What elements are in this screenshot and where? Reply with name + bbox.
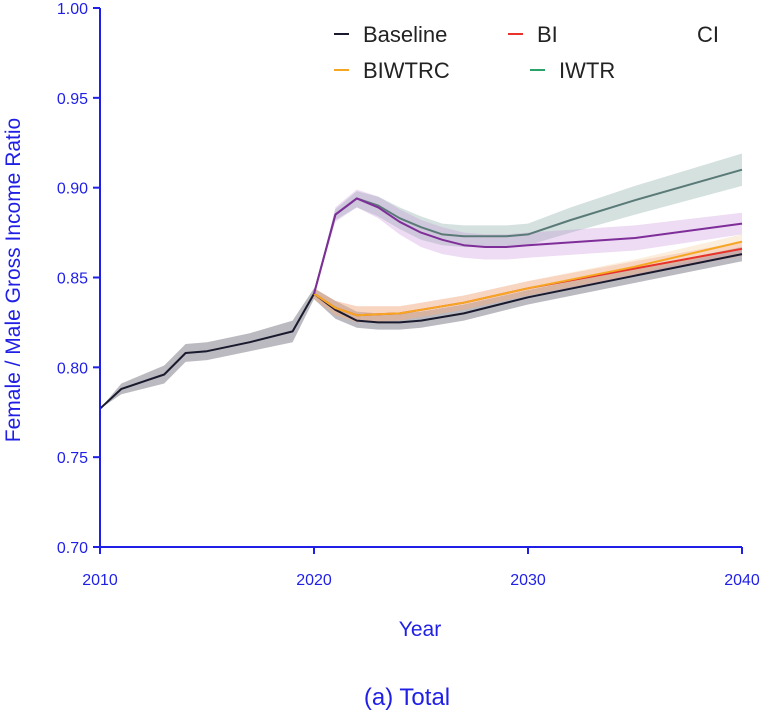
confidence-bands [100,153,742,409]
x-tick-label: 2030 [510,572,546,589]
line-ci [313,197,743,294]
figure-caption: (a) Total [364,684,450,711]
legend-label-biwtrc: BIWTRC [363,58,450,83]
x-tick-label: 2010 [82,572,118,589]
series-lines [99,168,743,410]
y-tick-label: 1.00 [57,1,88,18]
legend-label-ci: CI [697,22,719,47]
x-tick-label: 2040 [724,572,760,589]
band-bi [314,241,742,323]
x-axis-title: Year [399,618,441,641]
axes: 0.70 0.75 0.80 0.85 0.90 0.95 1.00 2010 2020 2030… [57,1,760,589]
y-tick-label: 0.85 [57,271,88,288]
band-biwtrc [314,234,742,323]
y-tick-label: 0.80 [57,360,88,377]
x-tick-label: 2020 [296,572,332,589]
line-biwtrc [313,240,743,317]
line-baseline [99,253,743,410]
legend-label-baseline: Baseline [363,22,447,47]
band-iwtr [314,153,742,294]
legend-label-iwtr: IWTR [559,58,615,83]
y-axis-title: Female / Male Gross Income Ratio [2,118,25,442]
y-tick-label: 0.90 [57,181,88,198]
y-tick-label: 0.75 [57,450,88,467]
y-tick-label: 0.95 [57,91,88,108]
legend: Baseline BI CI BIWTRC IWTR [334,22,719,83]
y-tick-label: 0.70 [57,540,88,557]
band-ci [314,189,742,294]
legend-label-bi: BI [537,22,558,47]
